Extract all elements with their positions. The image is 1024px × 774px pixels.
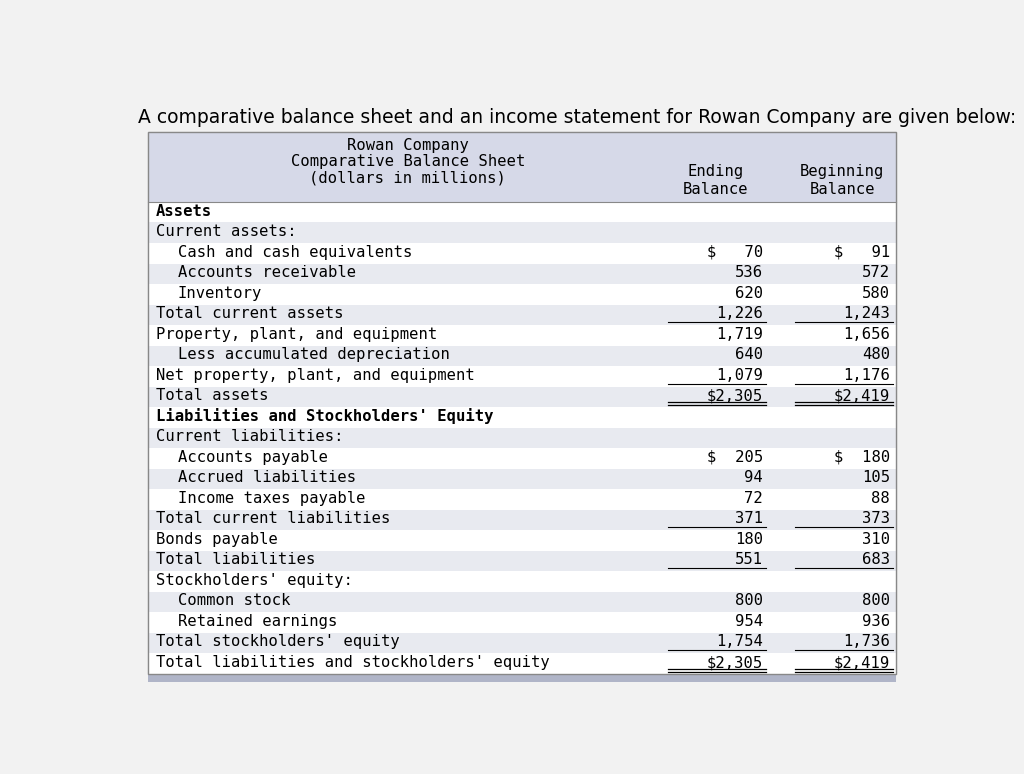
Text: Common stock: Common stock [178, 594, 291, 608]
Text: 640: 640 [735, 348, 763, 362]
Text: Comparative Balance Sheet: Comparative Balance Sheet [291, 154, 525, 170]
Text: Property, plant, and equipment: Property, plant, and equipment [156, 327, 437, 341]
Bar [147, 592, 896, 612]
Text: 620: 620 [735, 286, 763, 300]
Bar [147, 284, 896, 304]
Bar [147, 243, 896, 263]
Text: Liabilities and Stockholders' Equity: Liabilities and Stockholders' Equity [156, 408, 494, 424]
Text: 1,719: 1,719 [716, 327, 763, 341]
Text: 800: 800 [735, 594, 763, 608]
Bar [147, 571, 896, 592]
Text: 1,736: 1,736 [843, 635, 890, 649]
Text: 1,754: 1,754 [716, 635, 763, 649]
Text: $  180: $ 180 [834, 450, 890, 464]
Text: 371: 371 [735, 512, 763, 526]
Text: Total stockholders' equity: Total stockholders' equity [156, 635, 399, 649]
Bar [147, 510, 896, 530]
Text: 1,079: 1,079 [716, 368, 763, 382]
Bar [147, 366, 896, 387]
Bar [147, 489, 896, 510]
Text: 72: 72 [744, 491, 763, 506]
Text: 536: 536 [735, 265, 763, 280]
Text: Less accumulated depreciation: Less accumulated depreciation [178, 348, 450, 362]
Bar [147, 263, 896, 284]
Text: Total liabilities: Total liabilities [156, 553, 315, 567]
Text: Assets: Assets [156, 204, 212, 218]
Text: 180: 180 [735, 532, 763, 547]
Bar [147, 407, 896, 428]
Text: Beginning
Balance: Beginning Balance [800, 163, 885, 197]
Text: 1,656: 1,656 [843, 327, 890, 341]
Bar [147, 448, 896, 469]
Bar [147, 530, 896, 551]
Text: Cash and cash equivalents: Cash and cash equivalents [178, 245, 413, 259]
Text: $2,305: $2,305 [707, 389, 763, 403]
Text: $   70: $ 70 [707, 245, 763, 259]
Text: Stockholders' equity:: Stockholders' equity: [156, 573, 352, 588]
Bar [147, 202, 896, 222]
Text: 683: 683 [862, 553, 890, 567]
Text: 1,243: 1,243 [843, 307, 890, 321]
Text: 105: 105 [862, 471, 890, 485]
Text: $   91: $ 91 [834, 245, 890, 259]
Text: 936: 936 [862, 614, 890, 629]
Bar [147, 387, 896, 407]
Bar [147, 551, 896, 571]
Bar [147, 304, 896, 325]
Text: 572: 572 [862, 265, 890, 280]
Text: $2,305: $2,305 [707, 655, 763, 670]
Text: Total current liabilities: Total current liabilities [156, 512, 390, 526]
Text: $2,419: $2,419 [834, 389, 890, 403]
Text: Current liabilities:: Current liabilities: [156, 430, 343, 444]
Text: $  205: $ 205 [707, 450, 763, 464]
Text: Current assets:: Current assets: [156, 224, 296, 239]
Text: 310: 310 [862, 532, 890, 547]
Text: 480: 480 [862, 348, 890, 362]
Text: Accounts payable: Accounts payable [178, 450, 328, 464]
Bar [147, 428, 896, 448]
Text: 94: 94 [744, 471, 763, 485]
Bar [147, 346, 896, 366]
Text: 551: 551 [735, 553, 763, 567]
Text: 1,176: 1,176 [843, 368, 890, 382]
Text: Bonds payable: Bonds payable [156, 532, 278, 547]
Text: 954: 954 [735, 614, 763, 629]
Text: Accrued liabilities: Accrued liabilities [178, 471, 356, 485]
Text: $2,419: $2,419 [834, 655, 890, 670]
Bar [147, 222, 896, 243]
Text: Total liabilities and stockholders' equity: Total liabilities and stockholders' equi… [156, 655, 550, 670]
Bar [147, 469, 896, 489]
Text: Rowan Company: Rowan Company [347, 138, 469, 152]
Text: Inventory: Inventory [178, 286, 262, 300]
Text: 373: 373 [862, 512, 890, 526]
Text: 580: 580 [862, 286, 890, 300]
Text: Income taxes payable: Income taxes payable [178, 491, 366, 506]
Bar [147, 653, 896, 674]
Text: 88: 88 [871, 491, 890, 506]
Bar [147, 132, 896, 202]
Text: A comparative balance sheet and an income statement for Rowan Company are given : A comparative balance sheet and an incom… [137, 108, 1016, 128]
Text: 1,226: 1,226 [716, 307, 763, 321]
Text: (dollars in millions): (dollars in millions) [309, 171, 506, 186]
Bar [147, 612, 896, 633]
Text: Total assets: Total assets [156, 389, 268, 403]
Text: Net property, plant, and equipment: Net property, plant, and equipment [156, 368, 474, 382]
Bar [147, 674, 896, 683]
Text: Retained earnings: Retained earnings [178, 614, 337, 629]
Text: Accounts receivable: Accounts receivable [178, 265, 356, 280]
Bar [147, 633, 896, 653]
Bar [147, 325, 896, 346]
Text: Ending
Balance: Ending Balance [682, 163, 749, 197]
Text: Total current assets: Total current assets [156, 307, 343, 321]
Text: 800: 800 [862, 594, 890, 608]
